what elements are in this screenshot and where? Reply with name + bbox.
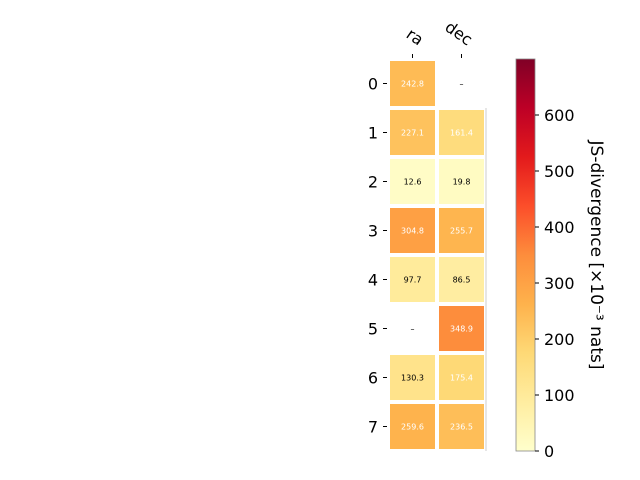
cell-label: 242.8: [401, 80, 424, 89]
heatmap-cell: [438, 403, 485, 450]
cell-label: 175.4: [450, 374, 473, 383]
colorbar-tick-label: 300: [544, 274, 575, 293]
row-label: 7: [368, 418, 378, 437]
colorbar-tick-label: 500: [544, 162, 575, 181]
cell-label: –: [460, 80, 464, 89]
cell-label: 304.8: [401, 227, 424, 236]
row-label: 4: [368, 271, 378, 290]
row-label: 2: [368, 173, 378, 192]
cell-label: 227.1: [401, 129, 424, 138]
heatmap-cell: [438, 109, 485, 156]
cell-label: 86.5: [453, 276, 471, 285]
colorbar-tick-label: 200: [544, 330, 575, 349]
colorbar-tick-label: 600: [544, 106, 575, 125]
heatmap-cell: [389, 403, 436, 450]
column-labels: ra dec: [403, 17, 476, 58]
colorbar-gradient: [515, 58, 536, 452]
row-label: 5: [368, 320, 378, 339]
heatmap-cell: [389, 60, 436, 107]
row-label: 3: [368, 222, 378, 241]
cell-label: 259.6: [401, 423, 424, 432]
colorbar-tick-label: 400: [544, 218, 575, 237]
heatmap-cell: [438, 256, 485, 303]
colorbar-tick-label: 0: [544, 442, 554, 461]
cell-label: 97.7: [404, 276, 422, 285]
heatmap-cell: [389, 354, 436, 401]
colorbar-tick-label: 100: [544, 386, 575, 405]
heatmap-cell: [438, 207, 485, 254]
heatmap-cell: [389, 109, 436, 156]
row-label: 6: [368, 369, 378, 388]
cell-label: 130.3: [401, 374, 424, 383]
column-label: ra: [403, 24, 427, 49]
row-labels: 0 1 2 3 4 5 6 7: [368, 75, 387, 437]
cell-label: –: [411, 325, 415, 334]
column-label: dec: [442, 17, 476, 49]
colorbar-label: JS-divergence [×10⁻³ nats]: [586, 140, 606, 370]
cell-label: 348.9: [450, 325, 473, 334]
cell-label: 255.7: [450, 227, 473, 236]
heatmap-cell: [389, 207, 436, 254]
heatmap-cell: [438, 158, 485, 205]
cell-label: 12.6: [404, 178, 422, 187]
heatmap-cell: [438, 305, 485, 352]
row-label: 0: [368, 75, 378, 94]
colorbar: 0 100 200 300 400 500 600: [515, 58, 575, 461]
heatmap-cell: [389, 256, 436, 303]
cell-label: 236.5: [450, 423, 473, 432]
row-label: 1: [368, 124, 378, 143]
heatmap-cell: [438, 354, 485, 401]
heatmap-cells: 242.8 – 227.1 161.4 12.6 19.8 304.8 255.7 97.7 86…: [389, 60, 487, 451]
heatmap-cell: [389, 158, 436, 205]
cell-label: 19.8: [453, 178, 471, 187]
cell-label: 161.4: [450, 129, 473, 138]
